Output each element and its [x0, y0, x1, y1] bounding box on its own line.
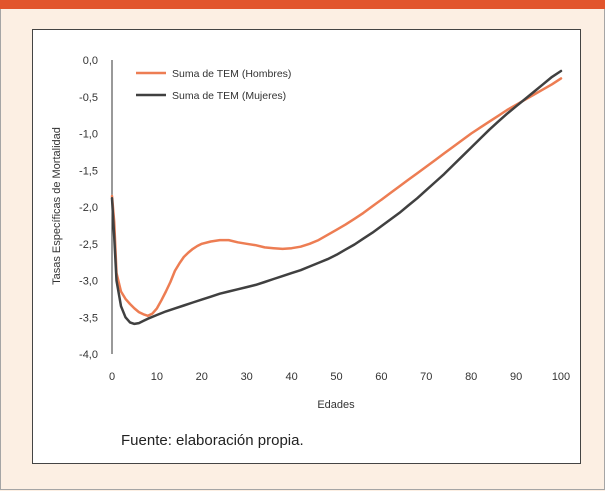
series-line-mujeres — [110, 69, 563, 326]
chart-panel — [32, 29, 581, 464]
legend: Suma de TEM (Hombres) Suma de TEM (Mujere… — [136, 68, 291, 102]
source-note: Fuente: elaboración propia. — [121, 432, 304, 449]
x-tick-label: 0 — [109, 371, 115, 383]
y-tick-label: -3,0 — [79, 276, 98, 288]
series-group — [110, 69, 563, 326]
legend-label: Suma de TEM (Mujeres) — [172, 90, 286, 102]
y-tick-label: 0,0 — [83, 55, 98, 67]
y-axis-label: Tasas Específicas de Mortalidad — [51, 127, 63, 285]
x-tick-label: 90 — [510, 371, 522, 383]
y-tick-label: -4,0 — [79, 349, 98, 361]
x-tick-label: 20 — [196, 371, 208, 383]
x-tick-label: 60 — [375, 371, 387, 383]
legend-label: Suma de TEM (Hombres) — [172, 68, 291, 80]
x-axis-label: Edades — [317, 399, 355, 411]
x-tick-label: 50 — [330, 371, 342, 383]
y-tick-label: -2,5 — [79, 239, 98, 251]
x-tick-label: 80 — [465, 371, 477, 383]
x-tick-label: 30 — [241, 371, 253, 383]
header-accent-bar — [0, 0, 605, 9]
y-tick-label: -1,0 — [79, 129, 98, 141]
y-tick-label: -1,5 — [79, 165, 98, 177]
y-tick-label: -0,5 — [79, 92, 98, 104]
x-tick-labels: 0 10 20 30 40 50 60 70 80 90 100 — [109, 371, 570, 383]
x-tick-label: 100 — [552, 371, 570, 383]
x-tick-label: 10 — [151, 371, 163, 383]
y-tick-label: -2,0 — [79, 202, 98, 214]
y-tick-label: -3,5 — [79, 312, 98, 324]
series-line-hombres — [110, 77, 563, 318]
x-tick-label: 70 — [420, 371, 432, 383]
x-tick-label: 40 — [285, 371, 297, 383]
y-tick-labels: 0,0 -0,5 -1,0 -1,5 -2,0 -2,5 -3,0 -3,5 -4,0 — [79, 55, 98, 361]
